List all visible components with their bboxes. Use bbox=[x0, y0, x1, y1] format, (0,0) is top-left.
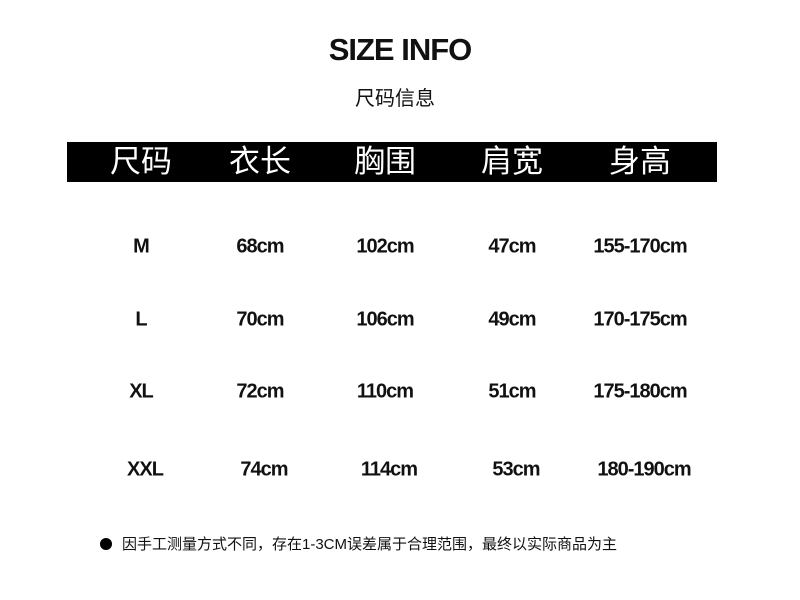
table-cell: M bbox=[133, 235, 150, 258]
bullet-dot-icon bbox=[100, 537, 112, 550]
column-header: 尺码 bbox=[110, 144, 172, 179]
table-cell: 175-180cm bbox=[593, 380, 687, 403]
table-cell: 155-170cm bbox=[593, 235, 687, 258]
page-title: SIZE INFO bbox=[328, 32, 473, 67]
table-cell: 70cm bbox=[236, 308, 284, 331]
table-cell: 72cm bbox=[236, 380, 284, 403]
column-header: 肩宽 bbox=[481, 144, 543, 179]
page-subtitle: 尺码信息 bbox=[355, 88, 435, 110]
column-header: 胸围 bbox=[354, 144, 416, 179]
table-cell: 102cm bbox=[356, 235, 414, 258]
table-cell: XXL bbox=[127, 458, 164, 481]
table-cell: 53cm bbox=[492, 458, 540, 481]
table-cell: 110cm bbox=[356, 380, 414, 403]
table-cell: 106cm bbox=[356, 308, 414, 331]
note-text: 因手工测量方式不同，存在1-3CM误差属于合理范围，最终以实际商品为主 bbox=[122, 536, 618, 553]
table-cell: XL bbox=[129, 380, 154, 403]
column-header: 衣长 bbox=[229, 144, 291, 179]
table-cell: 68cm bbox=[236, 235, 284, 258]
column-header: 身高 bbox=[609, 144, 671, 179]
table-cell: 51cm bbox=[488, 380, 536, 403]
table-cell: 180-190cm bbox=[597, 458, 691, 481]
table-cell: 114cm bbox=[360, 458, 418, 481]
table-cell: L bbox=[135, 308, 147, 331]
table-cell: 170-175cm bbox=[593, 308, 687, 331]
table-cell: 49cm bbox=[488, 308, 536, 331]
table-cell: 74cm bbox=[240, 458, 288, 481]
measurement-note: 因手工测量方式不同，存在1-3CM误差属于合理范围，最终以实际商品为主 bbox=[100, 533, 617, 554]
table-cell: 47cm bbox=[488, 235, 536, 258]
table-header-bar bbox=[67, 142, 717, 182]
